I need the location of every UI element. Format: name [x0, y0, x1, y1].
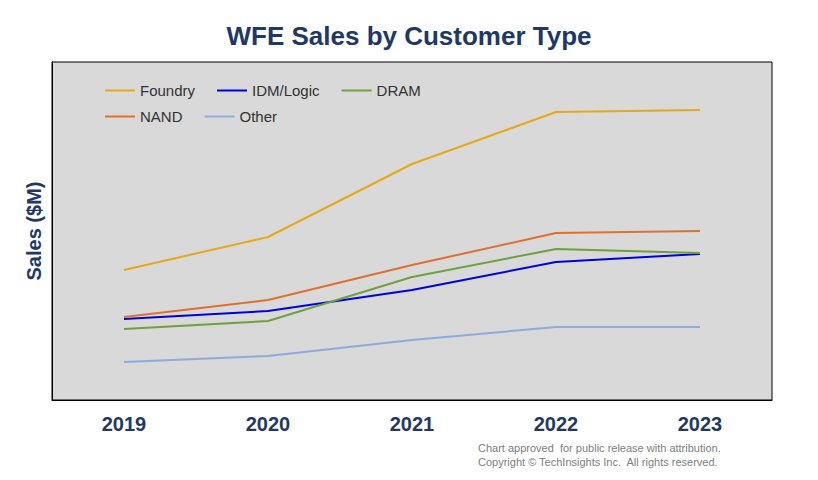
svg-text:2020: 2020: [246, 413, 291, 435]
svg-text:WFE Sales by Customer Type: WFE Sales by Customer Type: [226, 21, 591, 51]
svg-text:Copyright © TechInsights Inc.: Copyright © TechInsights Inc. All rights…: [478, 456, 718, 468]
svg-text:2022: 2022: [534, 413, 579, 435]
svg-text:NAND: NAND: [140, 108, 183, 125]
svg-text:DRAM: DRAM: [377, 82, 421, 99]
svg-text:Sales ($M): Sales ($M): [23, 182, 45, 281]
svg-text:2023: 2023: [678, 413, 723, 435]
svg-text:Foundry: Foundry: [140, 82, 196, 99]
svg-text:Other: Other: [240, 108, 278, 125]
svg-text:IDM/Logic: IDM/Logic: [252, 82, 320, 99]
svg-text:2019: 2019: [102, 413, 147, 435]
svg-text:Chart approved for public rel: Chart approved for public release with a…: [478, 442, 721, 454]
svg-text:2021: 2021: [390, 413, 435, 435]
